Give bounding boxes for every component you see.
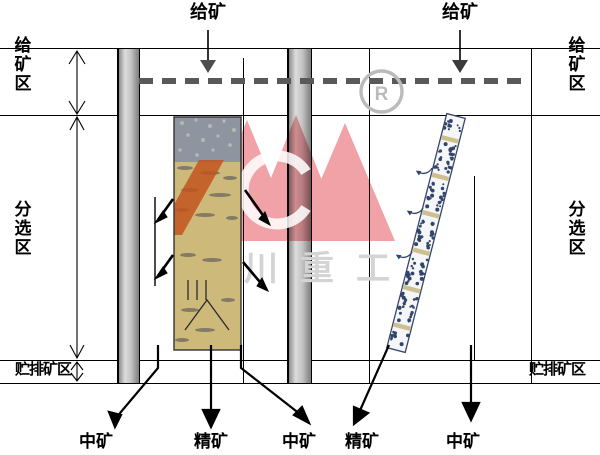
svg-text:精矿: 精矿 [194, 431, 228, 451]
svg-text:中矿: 中矿 [282, 431, 316, 451]
svg-text:中矿: 中矿 [79, 431, 113, 451]
svg-text:R: R [375, 84, 389, 105]
svg-text:精矿: 精矿 [345, 431, 379, 451]
svg-text:中矿: 中矿 [446, 431, 480, 451]
